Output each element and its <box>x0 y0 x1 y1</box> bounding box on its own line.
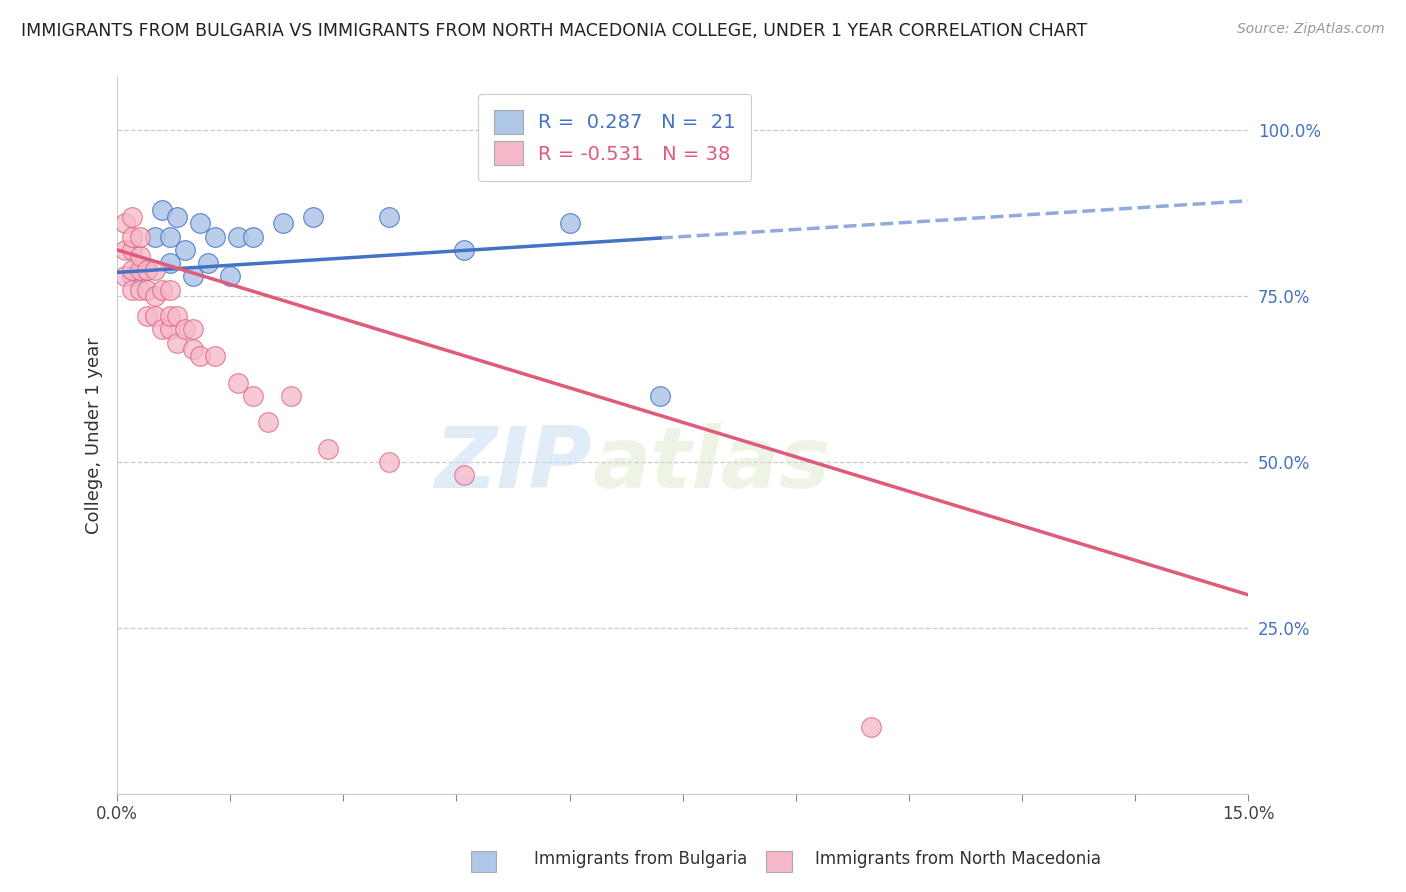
Point <box>159 283 181 297</box>
Point <box>128 283 150 297</box>
Point <box>316 442 339 456</box>
Text: IMMIGRANTS FROM BULGARIA VS IMMIGRANTS FROM NORTH MACEDONIA COLLEGE, UNDER 1 YEA: IMMIGRANTS FROM BULGARIA VS IMMIGRANTS F… <box>21 22 1087 40</box>
Point <box>377 455 399 469</box>
Point <box>204 349 226 363</box>
Point <box>174 322 197 336</box>
Point <box>136 262 159 277</box>
Point <box>242 229 264 244</box>
Point <box>114 269 136 284</box>
Point <box>159 322 181 336</box>
Point <box>181 269 204 284</box>
Point <box>648 389 671 403</box>
Text: Source: ZipAtlas.com: Source: ZipAtlas.com <box>1237 22 1385 37</box>
Point <box>197 256 219 270</box>
Point <box>152 322 174 336</box>
Point <box>174 243 197 257</box>
Point <box>143 262 166 277</box>
Legend: R =  0.287   N =  21, R = -0.531   N = 38: R = 0.287 N = 21, R = -0.531 N = 38 <box>478 95 751 181</box>
Point <box>188 349 211 363</box>
Point <box>219 269 242 284</box>
Point <box>166 335 188 350</box>
Point <box>181 322 204 336</box>
Text: ZIP: ZIP <box>434 423 592 506</box>
Point <box>159 256 181 270</box>
Point <box>280 389 302 403</box>
Point <box>136 309 159 323</box>
Point <box>453 468 475 483</box>
Point <box>204 229 226 244</box>
Point <box>136 283 159 297</box>
Point <box>159 229 181 244</box>
Point <box>159 309 181 323</box>
Point <box>271 216 294 230</box>
Point <box>114 216 136 230</box>
Point <box>152 203 174 218</box>
Text: atlas: atlas <box>592 423 831 506</box>
Point <box>226 229 249 244</box>
Point <box>188 216 211 230</box>
Point <box>226 376 249 390</box>
Point <box>143 309 166 323</box>
Point <box>242 389 264 403</box>
Point <box>121 229 143 244</box>
Point <box>128 250 150 264</box>
Point <box>166 309 188 323</box>
Point <box>166 210 188 224</box>
Point <box>114 243 136 257</box>
Point <box>121 283 143 297</box>
Point <box>136 262 159 277</box>
Point <box>121 269 143 284</box>
Point <box>128 262 150 277</box>
Y-axis label: College, Under 1 year: College, Under 1 year <box>86 337 103 534</box>
Text: Immigrants from Bulgaria: Immigrants from Bulgaria <box>534 850 748 868</box>
Text: Immigrants from North Macedonia: Immigrants from North Macedonia <box>815 850 1101 868</box>
Point <box>257 415 280 429</box>
Point <box>377 210 399 224</box>
Point <box>302 210 325 224</box>
Point <box>152 283 174 297</box>
Point <box>121 243 143 257</box>
Point <box>453 243 475 257</box>
Point <box>128 229 150 244</box>
Point <box>181 343 204 357</box>
Point <box>558 216 581 230</box>
Point <box>143 289 166 303</box>
Point <box>860 720 883 734</box>
Point <box>121 262 143 277</box>
Point <box>121 210 143 224</box>
Point <box>143 229 166 244</box>
